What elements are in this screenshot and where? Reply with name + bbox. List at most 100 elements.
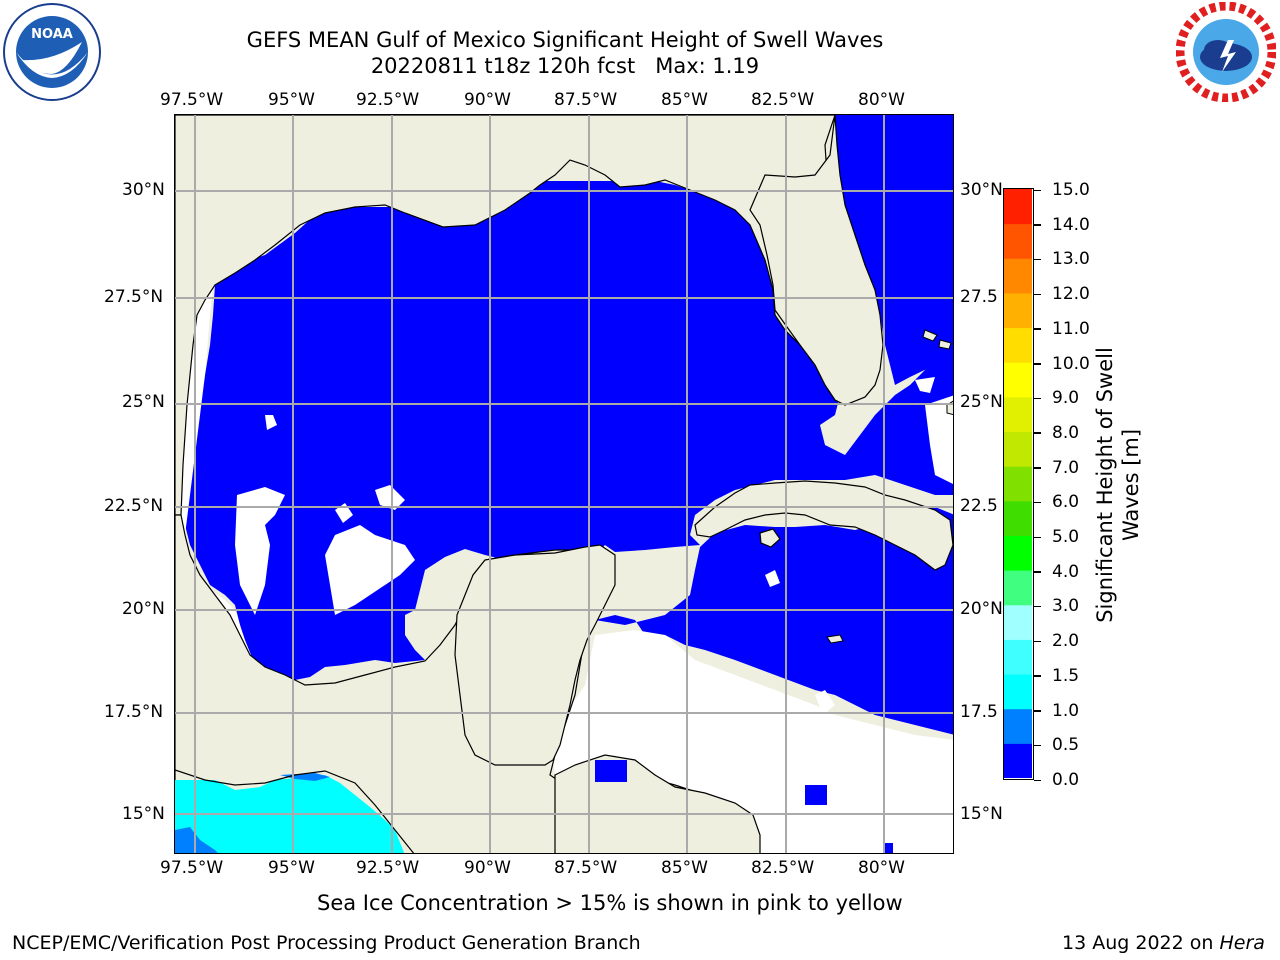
colorbar-tick-mark [1034, 258, 1041, 261]
lat-label: 22.5 [960, 496, 998, 516]
land-isla-juventud [759, 528, 781, 548]
colorbar-tick-label: 15.0 [1052, 180, 1090, 200]
nws-logo [1176, 2, 1276, 102]
lat-label: 15°N [122, 804, 165, 824]
lon-label: 85°W [661, 90, 708, 110]
colorbar-tick-label: 0.0 [1052, 770, 1080, 790]
colorbar-tick-mark [1034, 432, 1041, 434]
lon-label: 80°W [858, 90, 905, 110]
lon-label: 87.5°W [554, 858, 618, 878]
lon-label: 97.5°W [160, 858, 224, 878]
caribbean-ocean [595, 507, 953, 735]
colorbar-swatch [1004, 292, 1032, 329]
colorbar-swatch [1004, 327, 1032, 363]
colorbar-swatch [1004, 466, 1032, 502]
lon-label: 82.5°W [751, 858, 815, 878]
lon-label: 95°W [268, 90, 315, 110]
colorbar-tick-mark [1034, 744, 1041, 747]
colorbar-tick-mark [1034, 189, 1041, 191]
lon-label: 97.5°W [160, 90, 224, 110]
colorbar-tick-mark [1034, 328, 1041, 330]
colorbar-tick-label: 1.0 [1052, 700, 1080, 721]
lat-label: 30°N [122, 180, 165, 200]
colorbar-label-line2: Waves [m] [1119, 428, 1143, 542]
colorbar-tick-label: 1.5 [1052, 665, 1080, 686]
colorbar-tick-label: 12.0 [1052, 284, 1090, 305]
colorbar-tick-label: 14.0 [1052, 214, 1090, 235]
colorbar-tick-mark [1034, 571, 1041, 573]
colorbar-tick-label: 10.0 [1052, 353, 1090, 374]
colorbar-tick-label: 13.0 [1052, 249, 1090, 270]
lon-label: 90°W [464, 90, 511, 110]
caribbean-blue-cells [595, 760, 893, 853]
colorbar-label-line1: Significant Height of Swell [1093, 347, 1117, 623]
colorbar-swatch [1004, 743, 1032, 779]
lon-label: 85°W [661, 858, 708, 878]
lon-label: 92.5°W [356, 90, 420, 110]
colorbar-tick-label: 4.0 [1052, 561, 1080, 582]
colorbar-tick-mark [1034, 710, 1041, 712]
lat-label: 15°N [960, 804, 1003, 824]
colorbar-swatch [1004, 708, 1032, 744]
lat-label: 17.5°N [104, 702, 164, 722]
colorbar-swatch [1004, 431, 1032, 467]
pacific-coast [175, 769, 415, 853]
colorbar-swatch [1004, 674, 1032, 710]
colorbar-tick-mark [1034, 675, 1041, 677]
colorbar-tick-label: 0.5 [1052, 735, 1080, 756]
footer-branch: NCEP/EMC/Verification Post Processing Pr… [12, 932, 641, 954]
lat-label: 25°N [960, 392, 1003, 412]
map-title: GEFS MEAN Gulf of Mexico Significant Hei… [246, 28, 884, 52]
atlantic-ocean [835, 115, 953, 385]
colorbar-swatches [1004, 189, 1032, 779]
footer-machine: Hera [1219, 932, 1265, 954]
colorbar-swatch [1004, 223, 1032, 259]
colorbar-tick-mark [1034, 536, 1041, 539]
colorbar-swatch [1004, 396, 1032, 433]
colorbar [1003, 188, 1034, 780]
colorbar-swatch [1004, 258, 1032, 294]
lat-label: 27.5 [960, 287, 998, 307]
colorbar-swatch [1004, 362, 1032, 398]
lat-label: 20°N [960, 599, 1003, 619]
colorbar-swatch [1004, 639, 1032, 675]
land-jamaica [826, 634, 844, 644]
colorbar-tick-mark [1034, 501, 1041, 504]
lat-label: 25°N [122, 392, 165, 412]
graticule [175, 115, 953, 853]
lon-label: 82.5°W [751, 90, 815, 110]
map-canvas [175, 115, 953, 853]
colorbar-tick-mark [1034, 224, 1041, 226]
lon-label: 87.5°W [554, 90, 618, 110]
colorbar-tick-mark [1034, 293, 1041, 296]
lat-label: 22.5°N [104, 496, 164, 516]
sea-ice-caption: Sea Ice Concentration > 15% is shown in … [317, 891, 903, 915]
footer-date: 13 Aug 2022 on Hera [1062, 932, 1265, 954]
map-panel[interactable] [174, 114, 954, 854]
colorbar-tick-mark [1034, 397, 1041, 400]
colorbar-tick-mark [1034, 363, 1041, 365]
colorbar-tick-label: 6.0 [1052, 492, 1080, 513]
colorbar-swatch [1004, 500, 1032, 536]
noaa-logo: NOAA [3, 3, 101, 101]
colorbar-swatch [1004, 604, 1032, 640]
colorbar-label: Significant Height of Swell Waves [m] [1092, 347, 1144, 623]
lat-label: 20°N [122, 599, 165, 619]
footer-date-text: 13 Aug 2022 on [1062, 932, 1220, 954]
colorbar-tick-label: 7.0 [1052, 457, 1080, 478]
noaa-logo-text: NOAA [31, 27, 73, 42]
lat-label: 17.5 [960, 702, 998, 722]
colorbar-tick-mark [1034, 640, 1041, 643]
land-yucatan [454, 544, 616, 766]
map-subtitle: 20220811 t18z 120h fcst Max: 1.19 [370, 54, 760, 78]
colorbar-swatch [1004, 570, 1032, 606]
lat-label: 27.5°N [104, 287, 164, 307]
colorbar-tick-label: 3.0 [1052, 596, 1080, 617]
lon-label: 95°W [268, 858, 315, 878]
colorbar-tick-label: 11.0 [1052, 318, 1090, 339]
land-cuba [694, 480, 953, 571]
lat-label: 30°N [960, 180, 1003, 200]
lon-label: 90°W [464, 858, 511, 878]
colorbar-tick-mark [1034, 605, 1041, 608]
colorbar-tick-label: 5.0 [1052, 527, 1080, 548]
